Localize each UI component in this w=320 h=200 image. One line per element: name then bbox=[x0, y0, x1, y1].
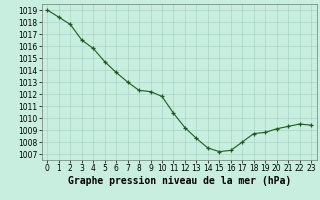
X-axis label: Graphe pression niveau de la mer (hPa): Graphe pression niveau de la mer (hPa) bbox=[68, 176, 291, 186]
